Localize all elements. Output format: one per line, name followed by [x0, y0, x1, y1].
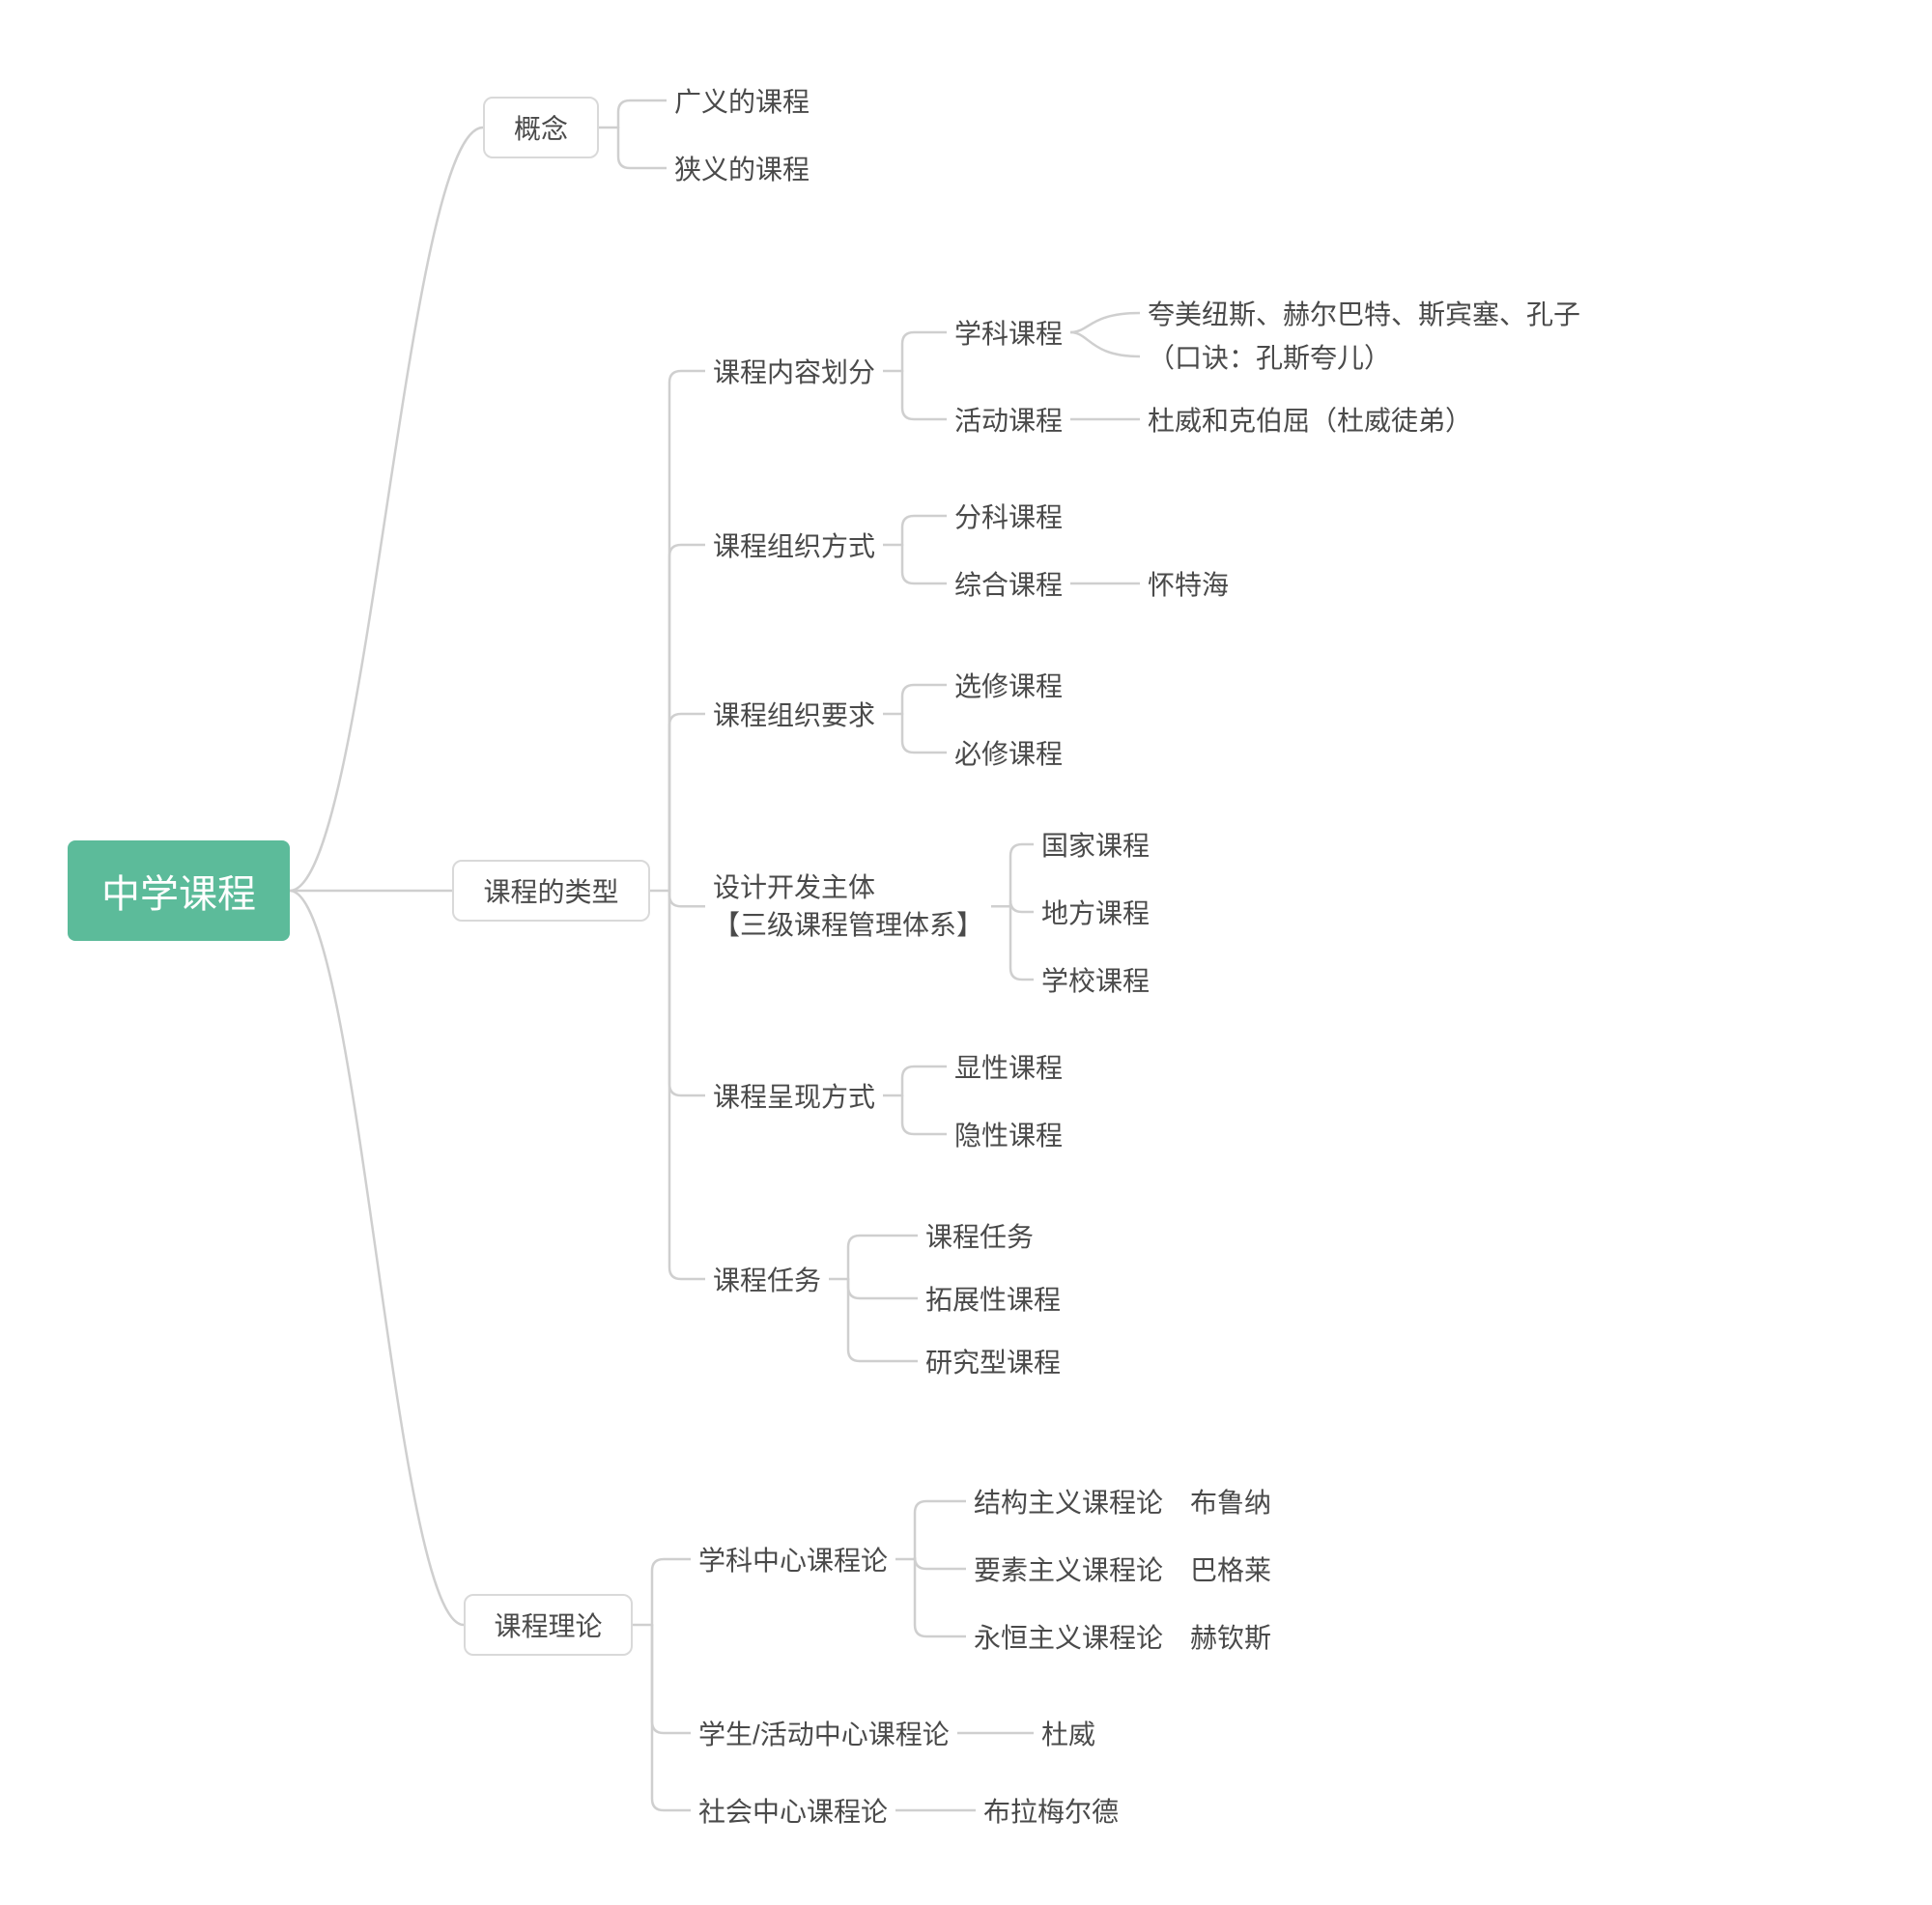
mindmap-node: 广义的课程广义的课程 [667, 77, 817, 124]
mindmap-node: 综合课程综合课程 [947, 560, 1070, 607]
mindmap-node: 学科中心课程论学科中心课程论 [691, 1536, 895, 1582]
mindmap-node: 课程的类型课程的类型 [452, 860, 650, 922]
mindmap-node: 课程组织方式课程组织方式 [705, 522, 883, 568]
mindmap-node: 隐性课程隐性课程 [947, 1111, 1070, 1157]
mindmap-node: 课程任务课程任务 [705, 1256, 829, 1302]
mindmap-node: 狭义的课程狭义的课程 [667, 145, 817, 191]
mindmap-node: 国家课程国家课程 [1034, 821, 1157, 867]
mindmap-node: 学生/活动中心课程论学生/活动中心课程论 [691, 1710, 957, 1756]
mindmap-node: 地方课程地方课程 [1034, 889, 1157, 935]
mindmap-node: （口诀：孔斯夸儿）（口诀：孔斯夸儿） [1140, 333, 1399, 380]
mindmap-node: 概念概念 [483, 97, 599, 158]
mindmap-node: 要素主义课程论 巴格莱要素主义课程论 巴格莱 [966, 1546, 1279, 1592]
mindmap-node: 布拉梅尔德布拉梅尔德 [976, 1787, 1126, 1834]
mindmap-node: 学校课程学校课程 [1034, 956, 1157, 1003]
mindmap-node: 社会中心课程论社会中心课程论 [691, 1787, 895, 1834]
mindmap-node: 夸美纽斯、赫尔巴特、斯宾塞、孔子夸美纽斯、赫尔巴特、斯宾塞、孔子 [1140, 290, 1588, 336]
mindmap-node: 必修课程必修课程 [947, 729, 1070, 776]
mindmap-node: 课程内容划分课程内容划分 [705, 348, 883, 394]
mindmap-node: 永恒主义课程论 赫钦斯永恒主义课程论 赫钦斯 [966, 1613, 1279, 1660]
mindmap-node: 活动课程活动课程 [947, 396, 1070, 442]
mindmap-node: 杜威杜威 [1034, 1710, 1103, 1756]
mindmap-node: 中学课程中学课程 [68, 840, 290, 941]
mindmap-node: 结构主义课程论 布鲁纳结构主义课程论 布鲁纳 [966, 1478, 1279, 1524]
mindmap-node: 杜威和克伯屈（杜威徒弟）杜威和克伯屈（杜威徒弟） [1140, 396, 1480, 442]
mindmap-node: 显性课程显性课程 [947, 1043, 1070, 1090]
mindmap-node: 设计开发主体【三级课程管理体系】设计开发主体 【三级课程管理体系】 [705, 865, 991, 948]
mindmap-node: 课程理论课程理论 [464, 1594, 633, 1656]
mindmap-node: 课程任务课程任务 [918, 1212, 1041, 1259]
mindmap-node: 研究型课程研究型课程 [918, 1338, 1068, 1384]
mindmap-node: 拓展性课程拓展性课程 [918, 1275, 1068, 1322]
mindmap-node: 课程呈现方式课程呈现方式 [705, 1072, 883, 1119]
mindmap-node: 课程组织要求课程组织要求 [705, 691, 883, 737]
mindmap-node: 怀特海怀特海 [1140, 560, 1236, 607]
mindmap-node: 学科课程学科课程 [947, 309, 1070, 355]
mindmap-node: 选修课程选修课程 [947, 662, 1070, 708]
mindmap-node: 分科课程分科课程 [947, 493, 1070, 539]
